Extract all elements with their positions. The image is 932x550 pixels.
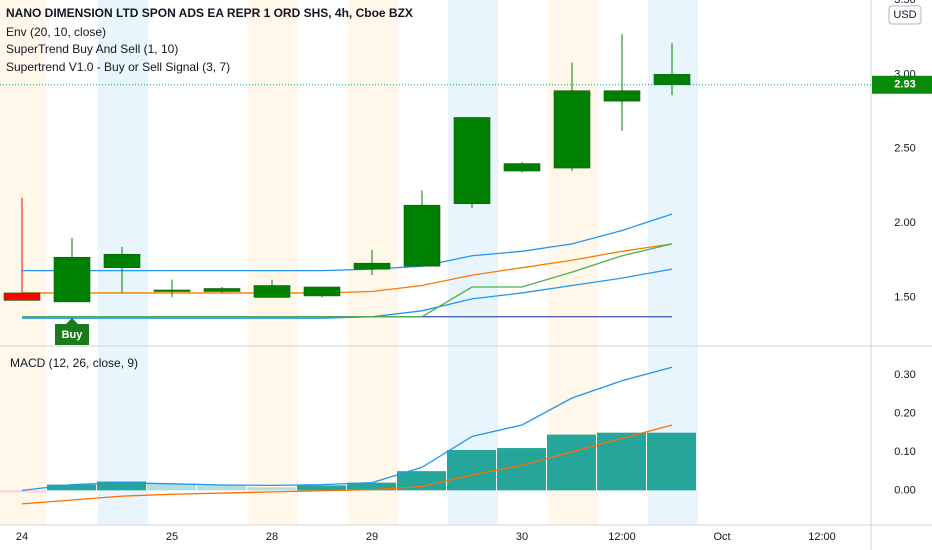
x-tick-label: 25	[166, 531, 178, 543]
session-stripes	[0, 0, 698, 525]
candle-body	[353, 262, 391, 270]
chart-title: NANO DIMENSION LTD SPON ADS EA REPR 1 OR…	[6, 6, 413, 20]
stripe	[348, 0, 398, 525]
candle-body	[553, 90, 591, 169]
indicator-line	[22, 213, 673, 272]
x-tick-label: 30	[516, 531, 528, 543]
candle-body	[153, 289, 191, 292]
candle-body	[453, 117, 491, 205]
candle-body	[653, 74, 691, 86]
histogram-bar	[47, 484, 96, 491]
stripe	[248, 0, 298, 525]
candle-body	[403, 204, 441, 267]
y-tick-label: 1.50	[894, 291, 915, 303]
legend-item: Env (20, 10, close)	[6, 25, 106, 39]
x-tick-label: Oct	[713, 531, 730, 543]
legend-item: Supertrend V1.0 - Buy or Sell Signal (3,…	[6, 60, 230, 74]
x-tick-label: 24	[16, 531, 28, 543]
candle-body	[3, 292, 41, 301]
histogram-bar	[197, 485, 246, 491]
y-tick-label: 3.50	[894, 0, 915, 6]
candle-body	[503, 163, 541, 172]
histogram-bar	[447, 449, 496, 491]
indicator-line	[22, 268, 673, 319]
y-tick-label: 2.50	[894, 143, 915, 155]
buy-label: Buy	[62, 329, 84, 341]
y-tick-label: 0.00	[894, 484, 915, 496]
x-tick-label: 29	[366, 531, 378, 543]
currency-box	[888, 5, 922, 25]
legend-item: SuperTrend Buy And Sell (1, 10)	[6, 42, 178, 56]
stripe	[0, 0, 46, 525]
candle-body	[253, 285, 291, 298]
currency: USD	[893, 9, 916, 21]
histogram-bar	[247, 487, 296, 491]
macd-title: MACD (12, 26, close, 9)	[10, 356, 138, 370]
y-tick-label: 0.10	[894, 446, 915, 458]
histogram-bar	[647, 432, 696, 491]
buy-marker	[55, 318, 89, 345]
histogram-bar	[547, 434, 596, 491]
indicator-line	[21, 366, 673, 492]
last-price-box	[872, 75, 932, 94]
histogram-bar	[0, 490, 46, 493]
y-tick-label: 0.30	[894, 369, 915, 381]
histogram-bar	[147, 483, 196, 491]
x-tick-label: 12:00	[808, 531, 836, 543]
indicator-line	[22, 243, 673, 318]
indicator-line	[22, 243, 673, 294]
last-price-label: 2.93	[894, 79, 915, 91]
x-tick-label: 12:00	[608, 531, 636, 543]
stripe	[448, 0, 498, 525]
candle-body	[53, 256, 91, 303]
histogram-bar	[297, 485, 346, 491]
y-tick-label: 0.20	[894, 407, 915, 419]
histogram-bar	[397, 471, 446, 491]
histogram-bar	[597, 432, 646, 491]
y-tick-label: 2.00	[894, 217, 915, 229]
candle-body	[103, 253, 141, 268]
histogram-bar	[97, 481, 146, 491]
indicator-line	[21, 424, 673, 505]
x-tick-label: 28	[266, 531, 278, 543]
candle-body	[303, 286, 341, 297]
candle-body	[603, 90, 641, 102]
histogram-bar	[347, 482, 396, 491]
candle-body	[203, 288, 241, 292]
